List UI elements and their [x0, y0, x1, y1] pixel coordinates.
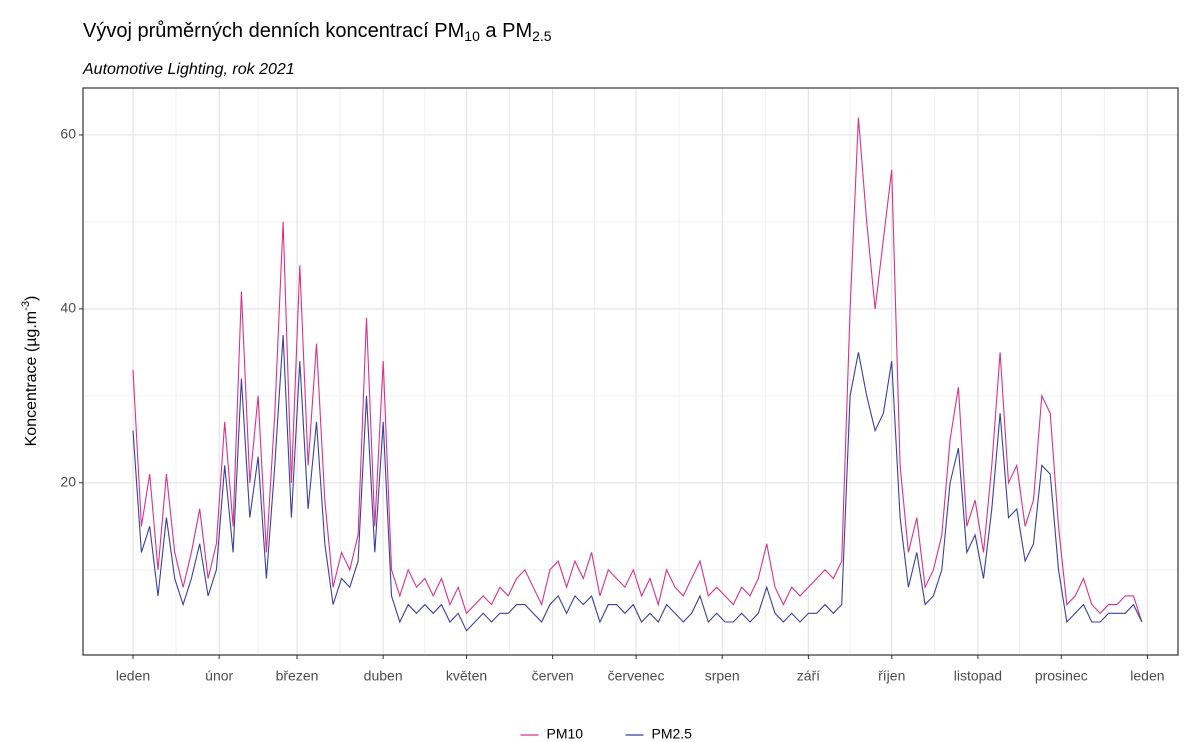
chart-title: Vývoj průměrných denních koncentrací PM1…	[83, 20, 552, 43]
y-tick-label: 40	[60, 300, 76, 316]
x-tick-label: leden	[1130, 668, 1164, 684]
x-tick-label: březen	[276, 668, 319, 684]
x-tick-label: prosinec	[1035, 668, 1088, 684]
legend-label: PM2.5	[652, 726, 693, 742]
title-part: 2.5	[532, 28, 552, 44]
title-part: a PM	[480, 20, 532, 42]
y-axis-label: Koncentrace (µg.m-3)	[20, 296, 40, 447]
x-tick-label: únor	[205, 668, 233, 684]
y-tick-label: 60	[60, 126, 76, 142]
plot-border	[82, 87, 1179, 656]
grid	[83, 88, 1178, 655]
x-tick-label: září	[797, 668, 820, 684]
title-part: Vývoj průměrných denních koncentrací PM	[83, 20, 464, 42]
ylabel-part: Koncentrace (µg.m	[23, 311, 40, 447]
x-tick-label: říjen	[878, 668, 905, 684]
data-line	[132, 334, 1143, 632]
x-tick-label: červen	[532, 668, 574, 684]
title-part: 10	[464, 28, 480, 44]
legend-label: PM10	[547, 726, 584, 742]
ylabel-part: -3	[20, 301, 32, 311]
x-tick-label: listopad	[954, 668, 1002, 684]
x-tick-label: červenec	[608, 668, 665, 684]
data-line	[132, 117, 1143, 623]
chart-subtitle: Automotive Lighting, rok 2021	[82, 61, 295, 78]
ylabel-part: )	[23, 296, 40, 301]
x-tick-label: duben	[364, 668, 403, 684]
y-tick-label: 20	[60, 474, 76, 490]
x-tick-label: srpen	[705, 668, 740, 684]
x-tick-label: květen	[446, 668, 487, 684]
x-tick-label: leden	[116, 668, 150, 684]
